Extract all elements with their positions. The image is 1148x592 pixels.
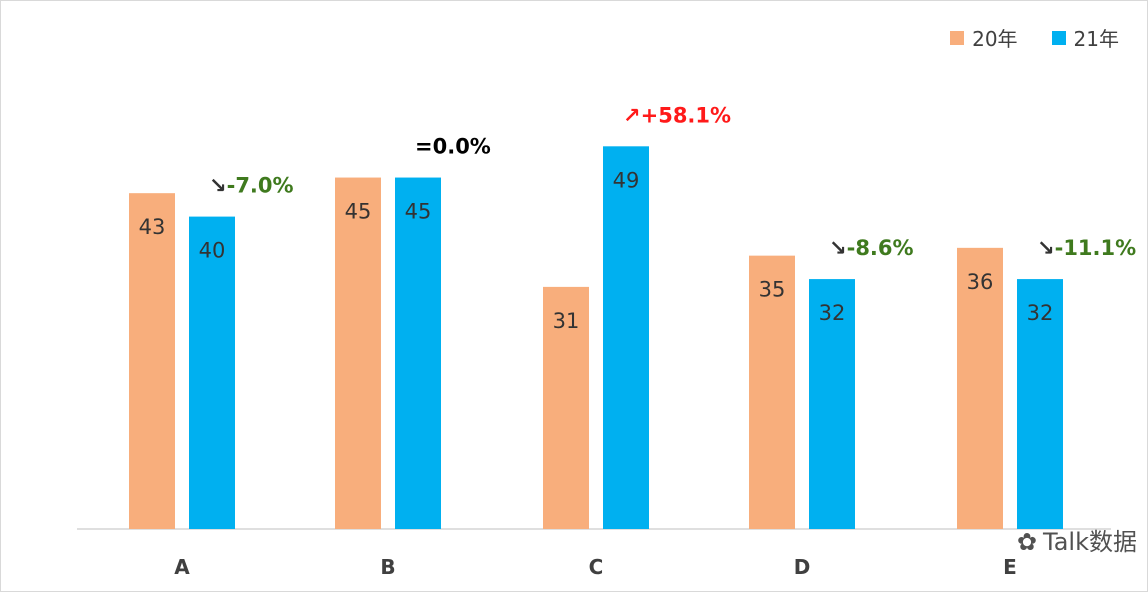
data-label-C-21: 49	[613, 168, 640, 192]
x-tick-label-C: C	[589, 555, 604, 579]
legend-swatch-20	[950, 30, 965, 45]
data-label-B-21: 45	[405, 200, 432, 224]
change-annotation-A: ↘-7.0%	[209, 174, 294, 198]
watermark: ✿ Talk数据	[1017, 530, 1137, 554]
data-label-E-20: 36	[967, 270, 994, 294]
change-annotation-D: ↘-8.6%	[829, 236, 914, 260]
data-label-D-20: 35	[759, 278, 786, 302]
bar-C-21	[603, 146, 649, 529]
x-tick-label-B: B	[380, 555, 395, 579]
bar-E-21	[1017, 279, 1063, 529]
data-label-D-21: 32	[819, 301, 846, 325]
watermark-text: Talk数据	[1043, 528, 1137, 556]
bar-A-20	[129, 193, 175, 530]
legend-swatch-21	[1051, 30, 1066, 45]
x-tick-label-E: E	[1003, 555, 1017, 579]
data-label-A-21: 40	[199, 239, 226, 263]
bar-D-20	[749, 255, 795, 529]
legend-label-20: 20年	[972, 27, 1018, 51]
legend-item-20: 20年	[950, 23, 1018, 52]
bar-A-21	[189, 216, 235, 529]
legend-item-21: 21年	[1051, 23, 1119, 52]
bar-B-20	[335, 177, 381, 530]
data-label-B-20: 45	[345, 200, 372, 224]
bar-C-20	[543, 286, 589, 529]
bar-B-21	[395, 177, 441, 530]
change-annotation-B: =0.0%	[415, 135, 491, 159]
legend-label-21: 21年	[1073, 27, 1119, 51]
data-label-E-21: 32	[1027, 301, 1054, 325]
x-tick-label-A: A	[174, 555, 190, 579]
legend: 20年 21年	[950, 23, 1119, 52]
x-tick-label-D: D	[794, 555, 811, 579]
bar-E-20	[957, 247, 1003, 529]
bar-D-21	[809, 279, 855, 529]
change-annotation-E: ↘-11.1%	[1037, 236, 1136, 260]
data-label-C-20: 31	[553, 309, 580, 333]
data-label-A-20: 43	[139, 215, 166, 239]
wechat-icon: ✿	[1016, 528, 1038, 556]
change-annotation-C: ↗+58.1%	[623, 103, 731, 127]
